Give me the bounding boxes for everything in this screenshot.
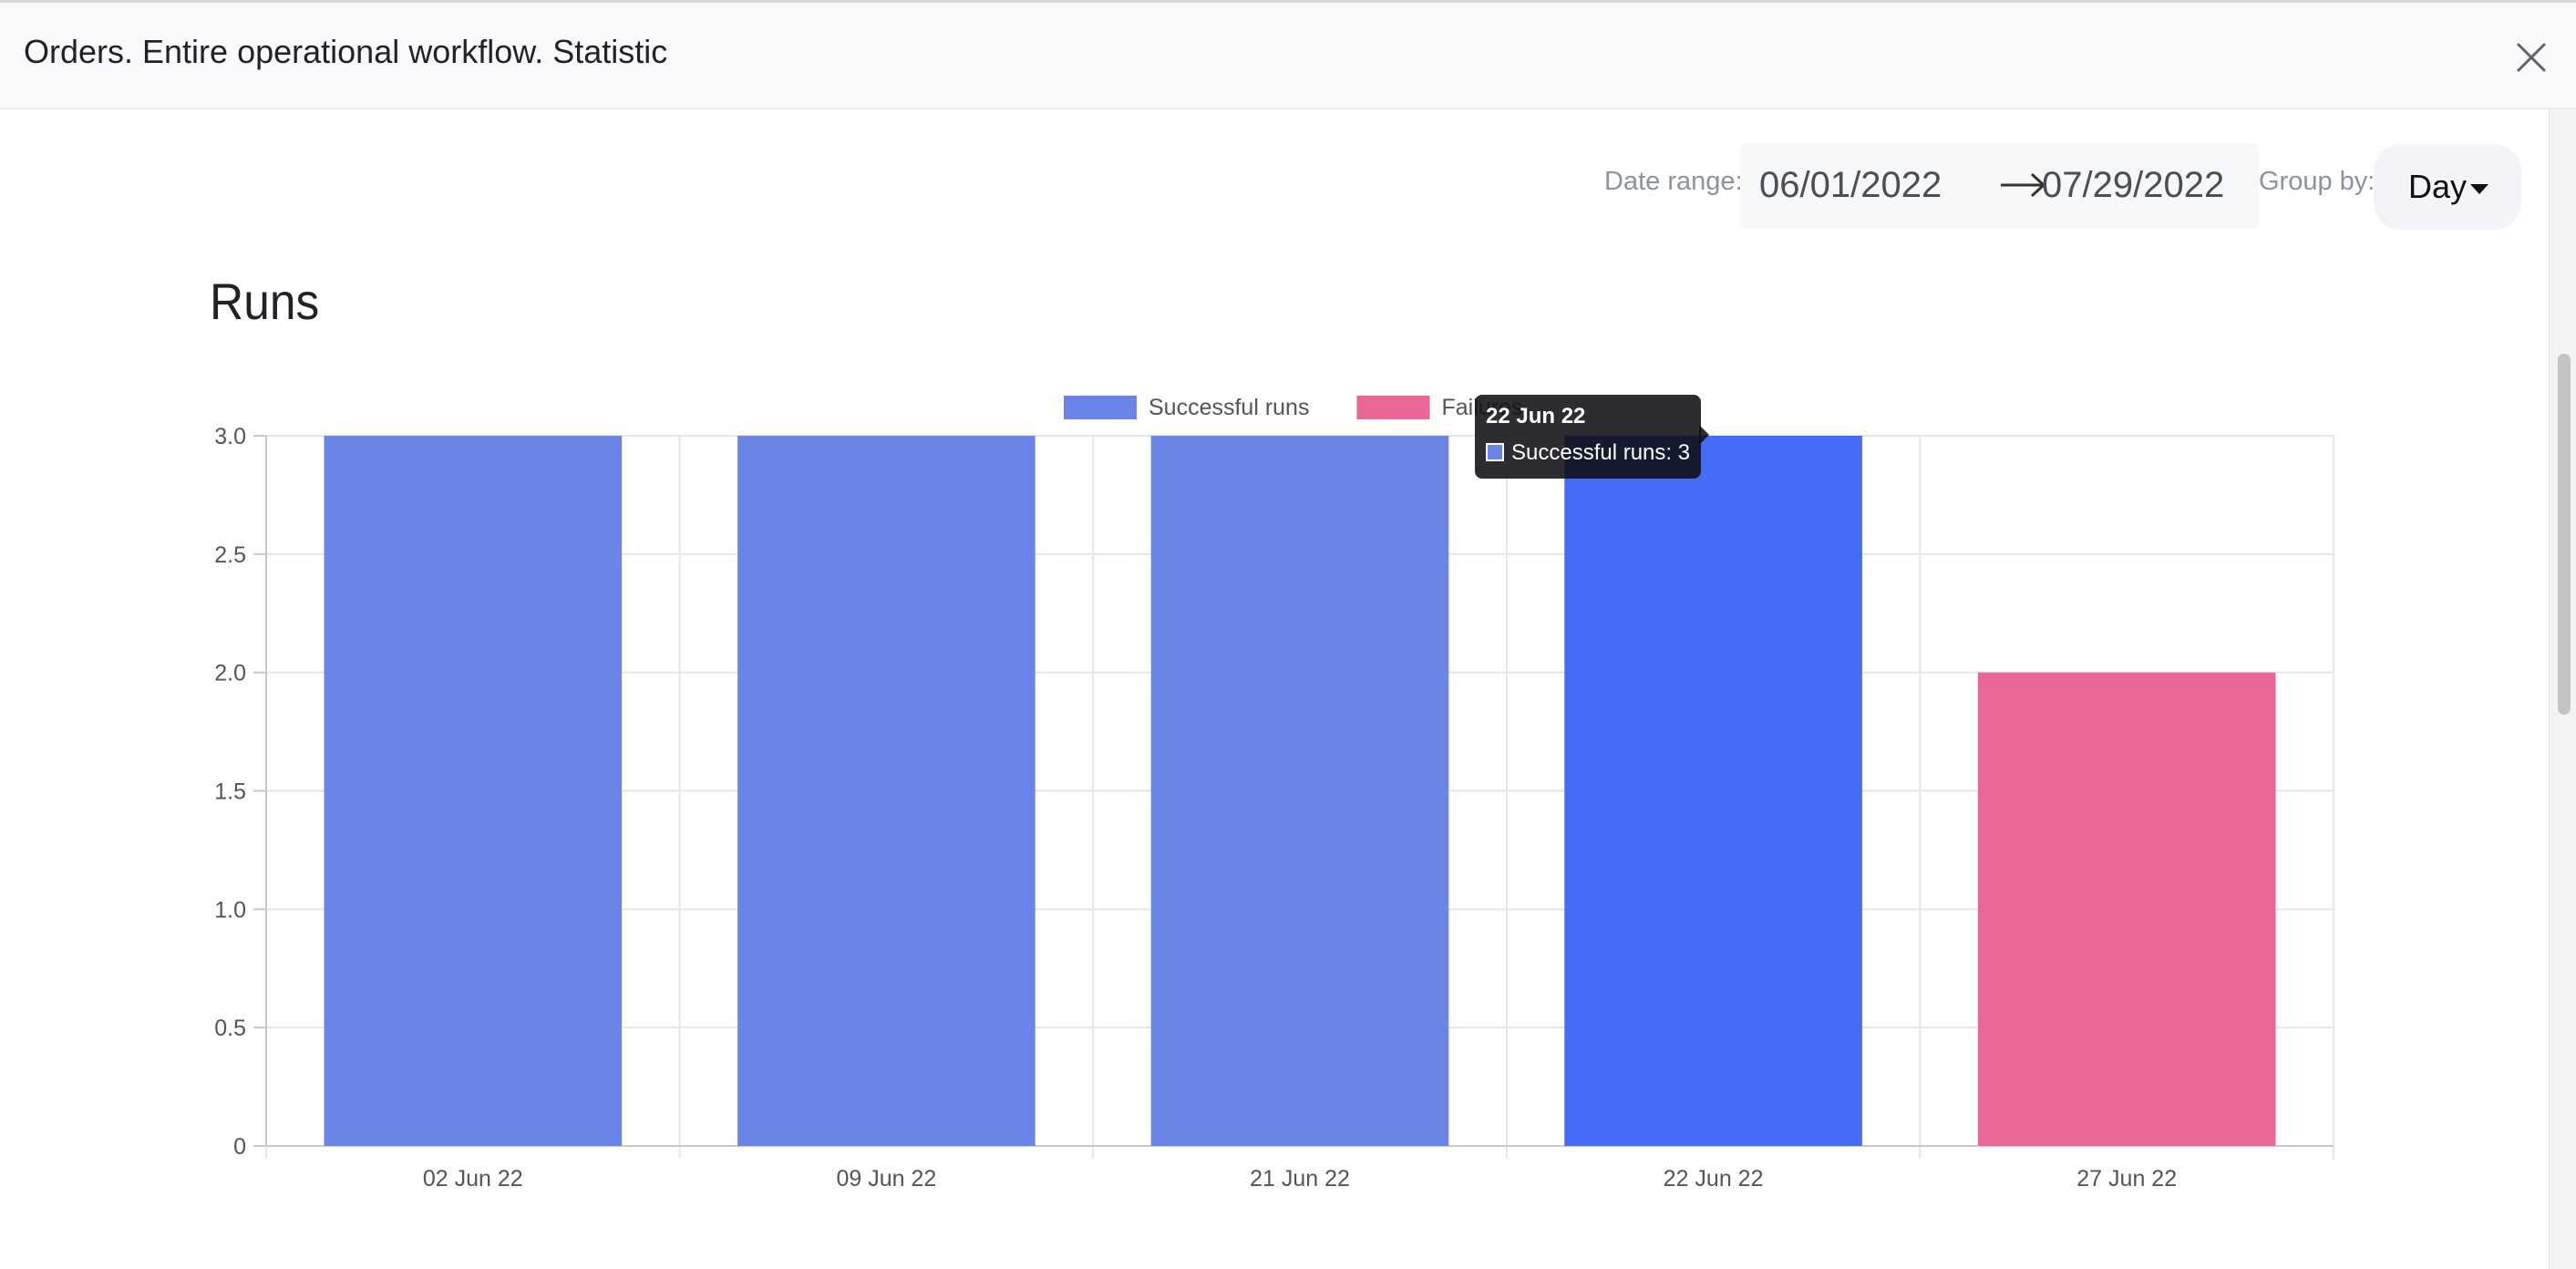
bar-failures [1977, 672, 2276, 1146]
y-tick-label: 1.5 [214, 779, 246, 805]
y-tick-label: 1.0 [214, 897, 246, 923]
x-tick-label: 27 Jun 22 [2076, 1166, 2177, 1192]
modal-header: Orders. Entire operational workflow. Sta… [0, 3, 2576, 109]
section-title: Runs [210, 273, 320, 330]
legend-swatch [1356, 396, 1430, 419]
date-from-input[interactable] [1759, 162, 1963, 208]
bar-successful-runs [737, 436, 1036, 1146]
window-top-border [0, 0, 2576, 3]
bar-successful-runs [324, 436, 623, 1146]
scrollbar-track[interactable] [2549, 109, 2576, 1269]
tooltip-swatch [1486, 443, 1504, 461]
caret-down-icon [2470, 184, 2488, 194]
x-tick-label: 02 Jun 22 [423, 1166, 523, 1192]
tooltip-text: Successful runs: 3 [1511, 440, 1691, 465]
date-to-input[interactable] [2042, 162, 2246, 208]
date-range-picker[interactable] [1741, 144, 2259, 228]
y-tick-label: 0 [233, 1134, 246, 1160]
y-tick-label: 0.5 [214, 1016, 246, 1041]
x-tick-label: 21 Jun 22 [1250, 1166, 1350, 1192]
x-tick-label: 09 Jun 22 [836, 1166, 936, 1192]
tooltip-pointer [1699, 425, 1709, 445]
bar-successful-runs [1150, 436, 1449, 1146]
x-tick-label: 22 Jun 22 [1664, 1166, 1764, 1192]
legend-label: Successful runs [1149, 395, 1309, 420]
date-range-label: Date range: [1604, 167, 1743, 196]
legend-swatch [1064, 396, 1137, 419]
scrollbar-thumb[interactable] [2558, 354, 2571, 715]
chart-tooltip: 22 Jun 22 Successful runs: 3 [1475, 395, 1701, 479]
y-tick-label: 3.0 [214, 424, 246, 449]
bar-successful-runs [1564, 436, 1862, 1146]
y-tick-label: 2.5 [214, 542, 246, 568]
group-by-label: Group by: [2259, 167, 2375, 196]
modal-title: Orders. Entire operational workflow. Sta… [24, 33, 668, 70]
close-button[interactable] [2513, 39, 2550, 76]
close-icon [2517, 43, 2546, 72]
y-tick-label: 2.0 [214, 661, 246, 686]
group-by-value: Day [2408, 168, 2468, 205]
tooltip-title: 22 Jun 22 [1486, 404, 1586, 428]
group-by-dropdown[interactable]: Day [2374, 144, 2521, 230]
